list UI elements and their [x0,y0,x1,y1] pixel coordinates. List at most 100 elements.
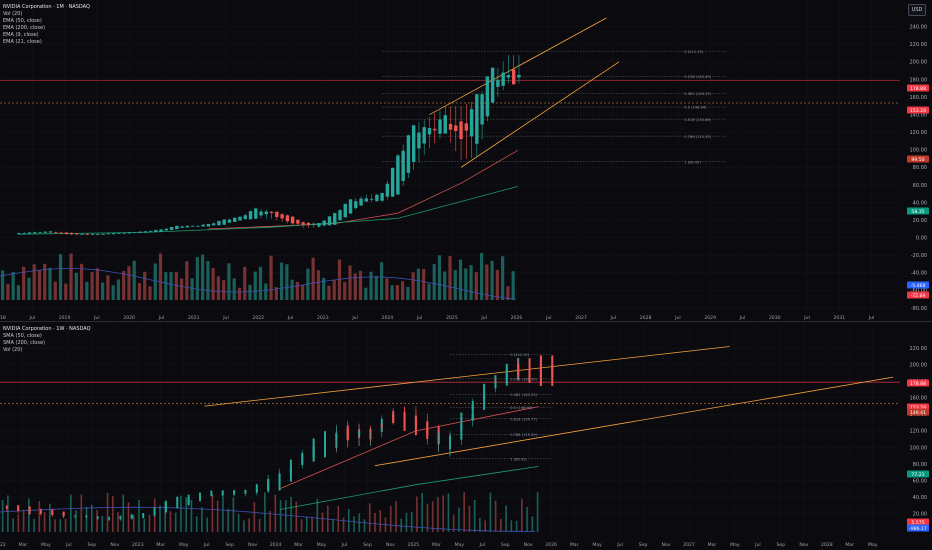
y-tick-label: 40.00 [913,495,927,501]
candle-body [380,192,384,201]
candle-body [48,231,53,233]
volume-bar [427,283,431,300]
pane-divider[interactable] [0,321,932,322]
candle-body [443,115,447,134]
volume-bar [116,279,121,300]
volume-bar [143,271,147,300]
volume-bar [22,509,25,532]
volume-bar [169,272,173,300]
volume-bar [79,263,84,300]
volume-bar [316,498,319,532]
candle-body [301,222,305,225]
x-tick-label: Jul [479,542,486,548]
candle-body [74,515,76,517]
volume-bar [117,511,119,532]
volume-bar [59,519,62,532]
monthly-chart[interactable]: 240.00 220.00 200.00 180.00 160.00 140.00 120.… [0,0,932,321]
volume-bar [301,285,305,300]
monthly-legend-title: NVIDIA Corporation · 1M · NASDAQ [3,4,90,10]
x-tick-label: 2019 [59,315,71,321]
price-tag-label: -72.89 [911,293,926,299]
volume-bar [122,271,126,300]
volume-bar [295,501,298,532]
volume-bar [269,510,271,532]
monthly-legend-item: EMA (200, close) [3,25,45,31]
volume-bar [148,514,151,532]
volume-bar [48,267,52,300]
weekly-chart[interactable]: 220.00200.00180.00160.00140.00120.00100.… [0,322,932,550]
volume-bar [180,495,182,532]
candle-body [90,234,95,235]
x-tick-label: Nov [386,542,395,548]
volume-bar [216,500,219,532]
candle-body [433,128,437,131]
x-tick-label: 2026 [545,542,557,548]
monthly-legend-item: Vol (20) [3,11,23,17]
volume-bar [348,265,352,300]
x-tick-label: Jul [158,315,165,321]
monthly-pane: NVIDIA Corporation · 1M · NASDAQ Vol (20… [0,0,932,321]
price-tag [907,84,929,92]
candle-body [180,226,184,228]
candle-body [206,223,211,227]
volume-ma-line [0,506,536,532]
candle-body [27,232,32,234]
volume-bar [201,254,205,300]
volume-bar [379,262,384,300]
x-tick-label: 2018 [0,315,6,321]
volume-bar [358,513,361,532]
volume-bar [347,508,350,532]
volume-bar [111,285,115,300]
volume-bar [153,263,157,300]
x-tick-label: 2024 [382,315,394,321]
currency-button[interactable]: USD [908,4,926,16]
volume-bar [421,493,424,532]
candle-body [133,232,137,234]
volume-bar [185,261,189,300]
candle-body [464,123,469,131]
volume-bar [385,278,389,300]
candle-body [454,125,458,132]
volume-bar [474,272,478,300]
volume-bar [374,512,376,532]
volume-bar [158,253,163,300]
volume-bar [27,277,31,300]
volume-bar [143,518,146,532]
candle-body [390,167,395,197]
y-tick-label: 220.00 [910,42,928,48]
volume-bar [279,262,284,300]
monthly-legend-item: EMA (9, close) [3,32,39,38]
ma-red-line [279,406,539,490]
candle-body [196,225,200,227]
volume-bar [337,259,342,300]
x-tick-label: 2028 [821,542,833,548]
volume-bar [211,494,214,532]
candle-body [490,67,495,103]
y-tick-label: 120.00 [910,429,928,435]
x-tick-label: Mar [156,542,165,548]
volume-bar [111,496,114,532]
volume-bar [531,516,534,532]
volume-bar [85,506,88,532]
volume-bar [54,519,56,532]
y-tick-label: 100.00 [910,148,928,154]
candle-body [275,211,279,218]
volume-bar [448,256,452,300]
candle-body [411,125,416,162]
volume-bar [248,284,252,300]
volume-bar [38,501,41,532]
candle-body [85,234,90,235]
volume-bar [122,494,125,532]
x-tick-label: Jul [341,542,348,548]
x-tick-label: Mar [570,542,579,548]
trend-channel-line [204,346,730,407]
volume-bar [211,268,215,300]
candle-body [528,363,531,378]
candle-body [111,233,116,235]
candle-body [380,418,383,425]
volume-bar [285,264,289,300]
volume-bar [521,498,523,532]
candle-body [248,211,253,220]
candle-body [122,232,126,234]
candle-body [164,228,169,231]
